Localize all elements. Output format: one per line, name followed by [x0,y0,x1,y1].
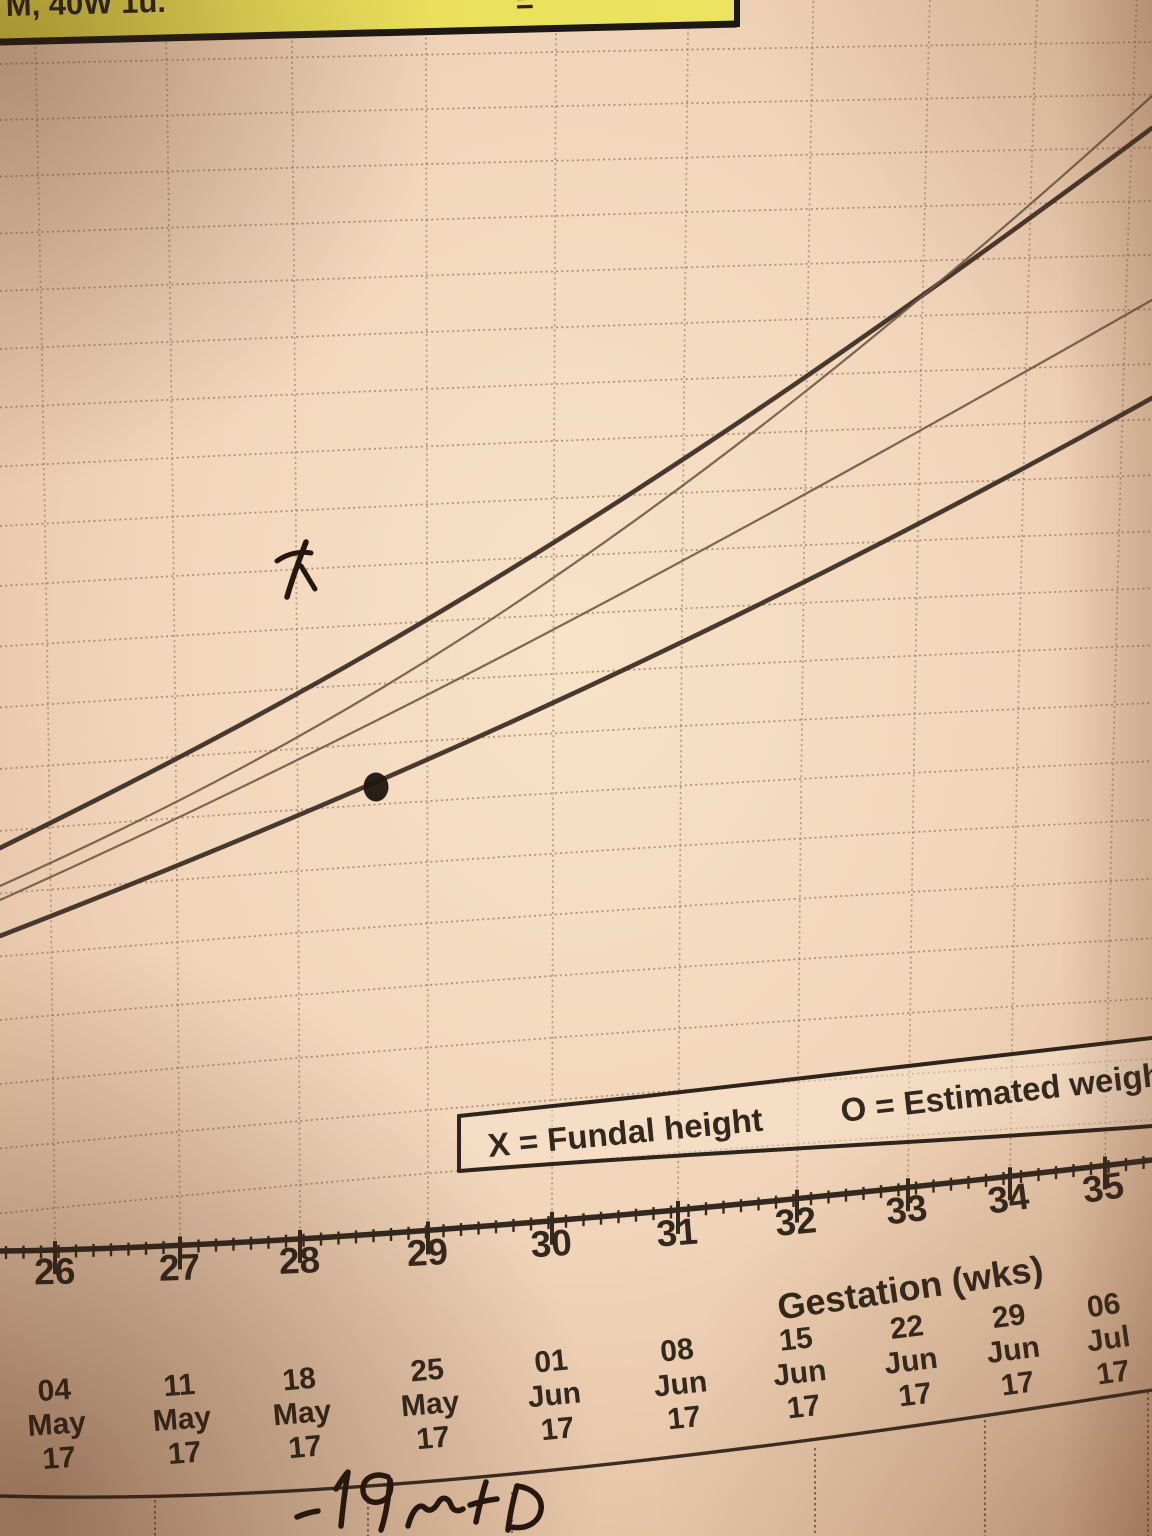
grid-line-horizontal [0,363,1152,409]
grid-line-horizontal [0,530,1152,587]
fundal-height-x-mark [274,539,318,600]
grid-line-horizontal [0,877,1152,958]
grid-line-horizontal [0,997,1152,1085]
grid-line-horizontal [0,644,1152,709]
grid-line-horizontal [0,587,1152,648]
grid-line-vertical [551,0,557,1221]
sticker-text-fragment: = [515,0,534,20]
grid-line-horizontal [0,474,1152,527]
growth-curve-lower-bold [0,395,1152,939]
grid-line-vertical [33,0,56,1251]
grid-line-horizontal [0,818,1152,895]
axis-week-label: 31 [655,1210,699,1254]
grid-line-vertical [1009,0,1038,1177]
grid-line-horizontal [0,1057,1152,1150]
growth-curve-lower-thin [0,298,1152,902]
plotted-marks [274,539,389,802]
grid-line-horizontal [0,418,1152,468]
grid-line-horizontal [0,937,1152,1021]
estimated-weight-o-mark [363,772,389,802]
grid-line-vertical [677,0,690,1210]
grid-line-vertical [425,0,429,1231]
grid-line-horizontal [0,760,1152,832]
grid-line-horizontal [0,702,1152,770]
